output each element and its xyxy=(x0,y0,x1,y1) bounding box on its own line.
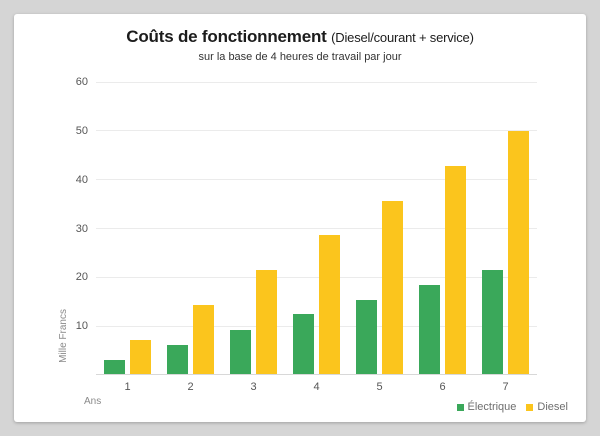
legend-label: Diesel xyxy=(537,401,568,413)
bar-diesel-year-4 xyxy=(319,235,340,375)
bar-lectrique-year-2 xyxy=(167,344,188,375)
x-axis-tick-label: 2 xyxy=(187,381,194,393)
x-axis-tick-label: 1 xyxy=(124,381,131,393)
x-axis-tick-label: 5 xyxy=(376,381,383,393)
bar-lectrique-year-7 xyxy=(482,270,503,375)
bar-group-year-5 xyxy=(348,82,411,375)
y-axis-tick-label: 60 xyxy=(75,76,88,88)
y-axis-tick-label: 50 xyxy=(75,124,88,137)
chart-title-main: Coûts de fonctionnement xyxy=(126,27,327,46)
x-axis-title: Ans xyxy=(84,396,102,407)
bar-lectrique-year-5 xyxy=(356,299,377,375)
bar-group-year-2 xyxy=(159,82,222,375)
bar-diesel-year-7 xyxy=(508,130,529,375)
gridline xyxy=(96,130,537,132)
gridline xyxy=(96,81,537,83)
bar-lectrique-year-6 xyxy=(419,284,440,375)
y-axis-tick-label: 30 xyxy=(75,222,88,235)
bar-group-year-6 xyxy=(411,82,474,375)
x-axis-tick-labels: 1 2 3 4 5 6 7 xyxy=(96,381,537,393)
bar-diesel-year-3 xyxy=(256,270,277,375)
x-axis-tick-label: 7 xyxy=(502,381,509,393)
x-axis-line xyxy=(96,374,537,375)
bar-diesel-year-2 xyxy=(193,305,214,375)
legend: Électrique Diesel xyxy=(456,401,568,413)
y-axis-tick-labels: 10 20 30 40 50 60 xyxy=(14,76,88,375)
bar-group-year-1 xyxy=(96,82,159,375)
y-axis-tick-label: 20 xyxy=(75,271,88,284)
bar-group-year-4 xyxy=(285,82,348,375)
bar-lectrique-year-1 xyxy=(104,359,125,375)
x-axis-tick-label: 3 xyxy=(250,381,257,393)
x-axis-tick-label: 4 xyxy=(313,381,320,393)
y-axis-tick-label: 40 xyxy=(75,173,88,186)
legend-item-lectrique: Électrique xyxy=(456,401,517,413)
legend-label: Électrique xyxy=(467,401,517,413)
bar-lectrique-year-3 xyxy=(230,329,251,375)
bar-diesel-year-6 xyxy=(445,165,466,375)
y-axis-title: Mille Francs xyxy=(57,309,69,363)
x-axis-tick-label: 6 xyxy=(439,381,446,393)
chart-title: Coûts de fonctionnement (Diesel/courant … xyxy=(14,27,586,47)
bar-group-year-7 xyxy=(474,82,537,375)
legend-item-diesel: Diesel xyxy=(526,401,568,413)
gridline xyxy=(96,179,537,181)
bar-diesel-year-1 xyxy=(130,340,151,375)
bar-lectrique-year-4 xyxy=(293,314,314,375)
gridline xyxy=(96,228,537,229)
legend-swatch xyxy=(456,403,464,411)
chart-title-paren: (Diesel/courant + service) xyxy=(331,30,474,45)
bar-series-container xyxy=(96,82,537,375)
plot-area xyxy=(96,81,537,375)
bar-diesel-year-5 xyxy=(382,200,403,375)
gridline xyxy=(96,276,537,278)
gridline xyxy=(96,325,537,327)
chart-subtitle: sur la base de 4 heures de travail par j… xyxy=(198,51,402,63)
legend-swatch xyxy=(526,403,534,411)
bar-group-year-3 xyxy=(222,82,285,375)
chart-header: Coûts de fonctionnement (Diesel/courant … xyxy=(14,27,586,63)
y-axis-tick-label: 10 xyxy=(75,320,88,333)
chart-card: Coûts de fonctionnement (Diesel/courant … xyxy=(14,14,586,422)
